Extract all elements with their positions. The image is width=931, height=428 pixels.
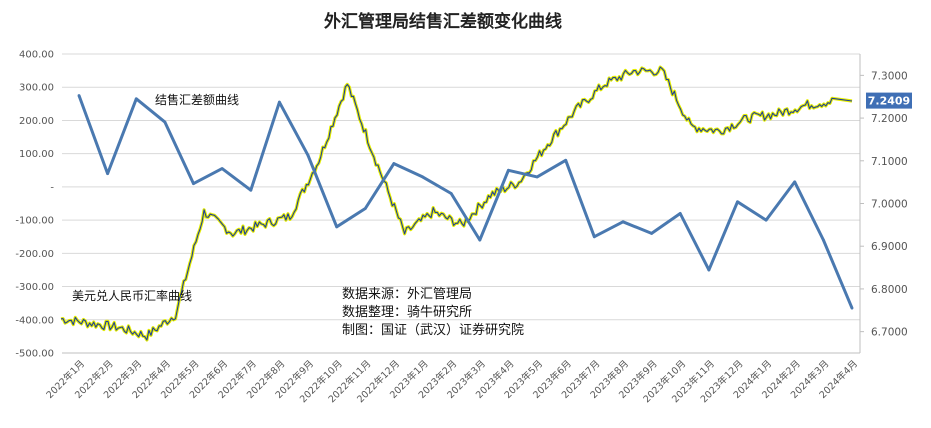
source-line-1: 数据来源：外汇管理局 <box>342 287 472 302</box>
balance-point <box>306 153 310 157</box>
balance-point <box>106 172 110 176</box>
right-tick-label: 7.3000 <box>871 70 908 82</box>
left-axis-ticks: 400.00 300.00 200.00 100.00 - -100.00 -200.00 -… <box>15 50 54 360</box>
left-tick-label: -200.00 <box>15 249 54 260</box>
balance-point <box>163 120 167 124</box>
balance-point <box>278 100 281 104</box>
right-axis-ticks: 7.3000 7.2000 7.1000 7.0000 6.9000 6.8000 6.70… <box>860 70 908 339</box>
left-tick-label: 300.00 <box>19 83 54 94</box>
balance-point <box>507 168 510 172</box>
chart-title: 外汇管理局结售汇差额变化曲线 <box>324 11 562 32</box>
balance-point <box>535 175 539 179</box>
balance-point <box>592 235 596 239</box>
balance-point <box>192 182 195 185</box>
balance-point <box>449 192 453 195</box>
series-layer <box>60 65 854 342</box>
balance-point <box>421 175 424 179</box>
left-tick-label: -400.00 <box>15 315 54 326</box>
series-fx-line <box>60 66 853 341</box>
right-tick-label: 6.8000 <box>871 284 908 296</box>
balance-point <box>392 162 396 166</box>
x-axis-ticks: 2022年1月2022年2月2022年3月2022年4月2022年5月2022年… <box>44 358 860 406</box>
annotation-balance: 结售汇差额曲线 <box>155 92 239 107</box>
left-tick-label: - <box>50 182 54 193</box>
balance-point <box>134 97 138 101</box>
source-line-3: 制图：国证（武汉）证券研究院 <box>342 322 524 338</box>
source-line-2: 数据整理：骑牛研究所 <box>342 305 472 320</box>
left-tick-label: -500.00 <box>15 349 54 360</box>
right-tick-label: 7.0000 <box>871 199 908 211</box>
right-tick-label: 6.9000 <box>871 241 908 253</box>
balance-point <box>650 232 653 235</box>
balance-point <box>678 212 682 215</box>
balance-point <box>736 200 739 204</box>
left-tick-label: -300.00 <box>15 282 54 293</box>
balance-point <box>707 268 711 272</box>
balance-point <box>621 220 625 224</box>
left-tick-label: 200.00 <box>19 116 54 127</box>
current-value-box <box>866 92 912 109</box>
left-tick-label: -100.00 <box>15 216 54 227</box>
right-tick-label: 7.2000 <box>871 113 908 125</box>
current-value-badge: 7.2409 <box>866 92 912 109</box>
balance-point <box>77 94 81 97</box>
balance-point <box>363 207 367 210</box>
current-value-text: 7.2409 <box>868 95 910 108</box>
right-tick-label: 6.7000 <box>871 327 908 339</box>
left-tick-label: 400.00 <box>19 50 54 61</box>
balance-point <box>335 225 339 229</box>
balance-point <box>821 238 825 242</box>
balance-point <box>764 218 768 222</box>
balance-point <box>850 306 854 310</box>
right-tick-label: 7.1000 <box>871 156 908 168</box>
balance-point <box>793 180 797 184</box>
balance-point <box>564 158 568 162</box>
left-tick-label: 100.00 <box>19 149 54 160</box>
annotation-fx: 美元兑人民币汇率曲线 <box>72 288 192 303</box>
balance-point <box>220 167 224 171</box>
series-balance-line <box>77 94 854 309</box>
balance-point <box>249 188 253 192</box>
balance-point <box>478 238 482 242</box>
